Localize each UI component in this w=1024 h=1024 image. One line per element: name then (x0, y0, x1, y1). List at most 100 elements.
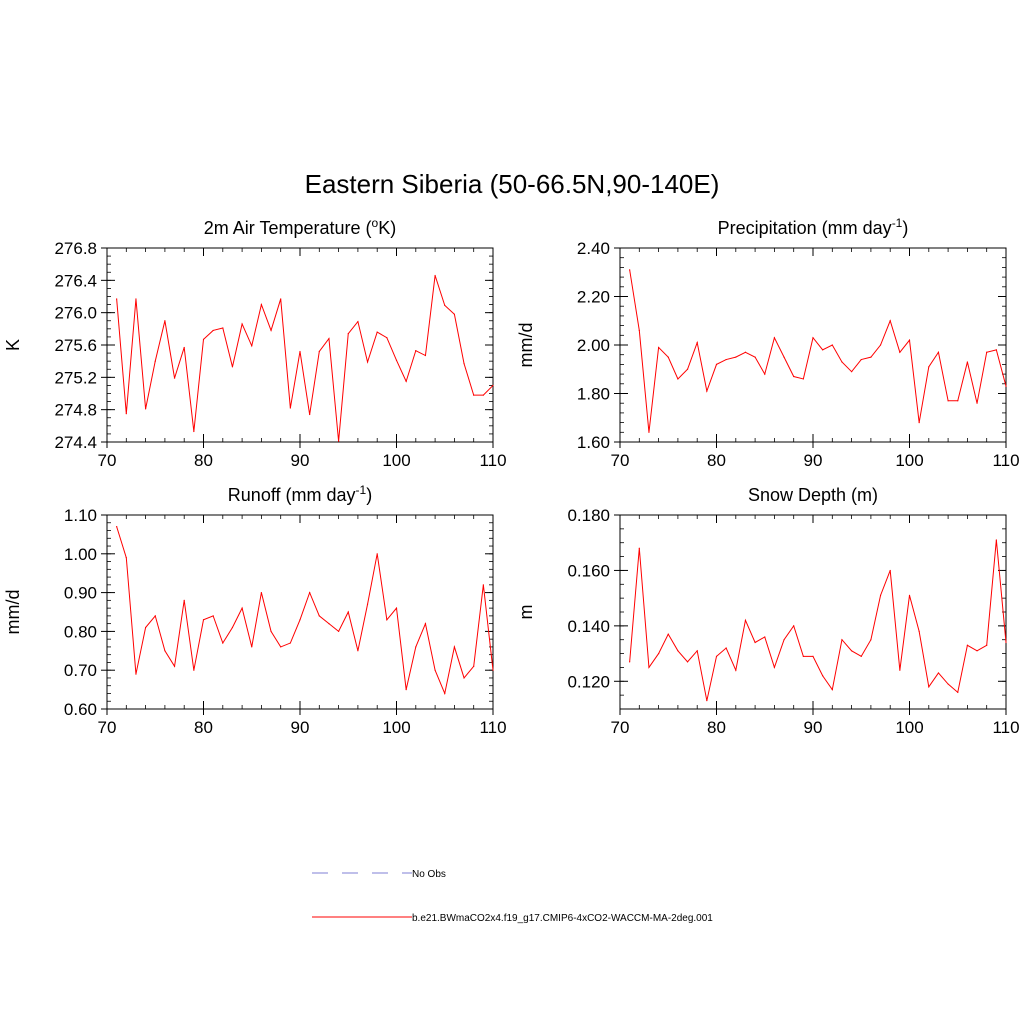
data-point (764, 373, 766, 375)
y-tick-label: 0.180 (567, 506, 610, 525)
data-point (918, 630, 920, 633)
y-tick-label: 275.2 (54, 368, 97, 387)
data-point (937, 351, 940, 353)
data-point (164, 320, 166, 322)
data-point (966, 644, 969, 646)
y-axis-label: K (3, 339, 23, 351)
y-tick-label: 1.10 (64, 506, 97, 525)
y-axis-label: mm/d (3, 590, 23, 635)
data-point (270, 329, 272, 332)
chart-panel-1: 274.4 274.8 275.2 275.6 276.0 276.4 276.8 70 80 9… (3, 216, 507, 470)
data-point (629, 269, 631, 271)
data-point (1005, 641, 1007, 644)
y-tick-label: 1.60 (577, 433, 610, 452)
data-point (860, 655, 862, 657)
data-point (222, 327, 224, 329)
legend: No Obs b.e21.BWmaCO2x4.f19_g17.CMIP6-4xC… (312, 869, 713, 924)
data-point (318, 615, 320, 617)
data-point (986, 351, 988, 353)
chart-panel-2: 1.60 1.80 2.00 2.20 2.40 70 80 90 100 110 Precipit… (516, 216, 1020, 470)
data-point (357, 320, 359, 323)
data-point (222, 642, 224, 644)
data-point (318, 350, 320, 353)
data-point (482, 584, 484, 586)
data-point (386, 337, 388, 339)
data-point (193, 669, 195, 671)
data-point (706, 390, 708, 392)
data-point (453, 313, 455, 315)
data-point (415, 350, 417, 352)
data-point (879, 594, 882, 596)
y-tick-label: 1.80 (577, 385, 610, 404)
data-point (212, 615, 214, 617)
data-point (473, 665, 475, 667)
data-point (241, 323, 243, 325)
data-point (482, 394, 484, 396)
x-tick-label: 80 (707, 451, 726, 470)
data-point (347, 333, 349, 335)
data-point (879, 344, 882, 346)
x-tick-label: 90 (291, 451, 310, 470)
data-point (116, 526, 118, 528)
data-point (793, 625, 795, 627)
y-tick-label: 0.160 (567, 561, 610, 580)
data-point (251, 646, 253, 648)
x-tick-label: 100 (382, 451, 410, 470)
panel-title: Runoff (mm day-1) (228, 483, 372, 505)
data-point (754, 641, 756, 644)
data-point (424, 354, 427, 357)
data-point (260, 592, 262, 594)
data-point (937, 672, 940, 674)
data-point (812, 655, 814, 657)
data-point (706, 700, 708, 702)
x-tick-label: 70 (98, 451, 117, 470)
data-point (908, 339, 911, 341)
data-point (231, 626, 234, 629)
data-point (802, 655, 804, 657)
data-point (696, 650, 698, 652)
y-axis-label: m (516, 605, 536, 620)
data-point (241, 607, 243, 609)
legend-model-label: b.e21.BWmaCO2x4.f19_g17.CMIP6-4xCO2-WACC… (412, 913, 713, 924)
x-tick-label: 110 (479, 718, 506, 737)
data-point (667, 633, 669, 635)
data-point (783, 356, 785, 358)
data-point (492, 669, 494, 671)
y-tick-label: 0.120 (567, 672, 610, 691)
x-tick-label: 70 (98, 718, 117, 737)
data-point (744, 619, 747, 621)
data-point (183, 599, 185, 601)
data-point (338, 440, 340, 442)
data-point (405, 689, 407, 691)
data-point (783, 639, 785, 641)
data-point (231, 366, 234, 368)
data-point (145, 408, 147, 410)
data-point (667, 356, 669, 358)
y-tick-label: 275.6 (54, 336, 97, 355)
data-point (473, 394, 475, 396)
x-tick-label: 90 (291, 718, 310, 737)
y-tick-label: 2.20 (577, 288, 610, 307)
data-point (764, 636, 766, 638)
data-point (125, 413, 127, 415)
data-point (802, 378, 804, 380)
series-line (116, 526, 494, 696)
data-point (116, 298, 118, 300)
data-point (444, 692, 446, 695)
data-point (212, 329, 214, 332)
data-point (677, 650, 679, 652)
y-tick-label: 2.00 (577, 336, 610, 355)
data-point (289, 407, 291, 409)
data-point (648, 666, 650, 669)
data-point (366, 361, 369, 363)
x-tick-label: 110 (479, 451, 506, 470)
data-point (135, 673, 137, 675)
data-point (841, 361, 843, 363)
data-point (145, 626, 147, 629)
x-tick-label: 70 (611, 451, 630, 470)
data-point (735, 356, 737, 358)
plot-frame (619, 247, 1007, 443)
data-point (492, 384, 494, 387)
data-point (889, 569, 891, 572)
data-point (338, 630, 340, 633)
